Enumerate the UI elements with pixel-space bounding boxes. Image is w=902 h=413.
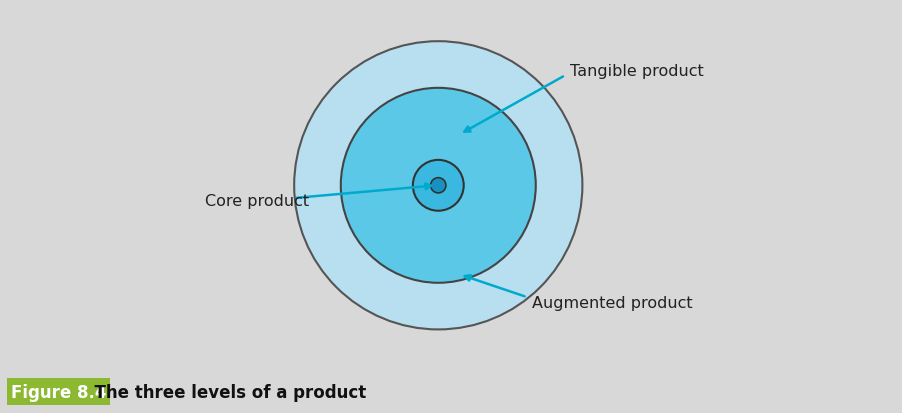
Text: Tangible product: Tangible product <box>570 64 704 79</box>
Text: Core product: Core product <box>205 194 309 209</box>
Circle shape <box>294 42 583 330</box>
Text: Figure 8.4: Figure 8.4 <box>11 383 106 401</box>
Text: The three levels of a product: The three levels of a product <box>83 383 366 401</box>
Circle shape <box>341 89 536 283</box>
Circle shape <box>430 178 446 193</box>
Text: Augmented product: Augmented product <box>531 295 692 310</box>
Circle shape <box>413 161 464 211</box>
